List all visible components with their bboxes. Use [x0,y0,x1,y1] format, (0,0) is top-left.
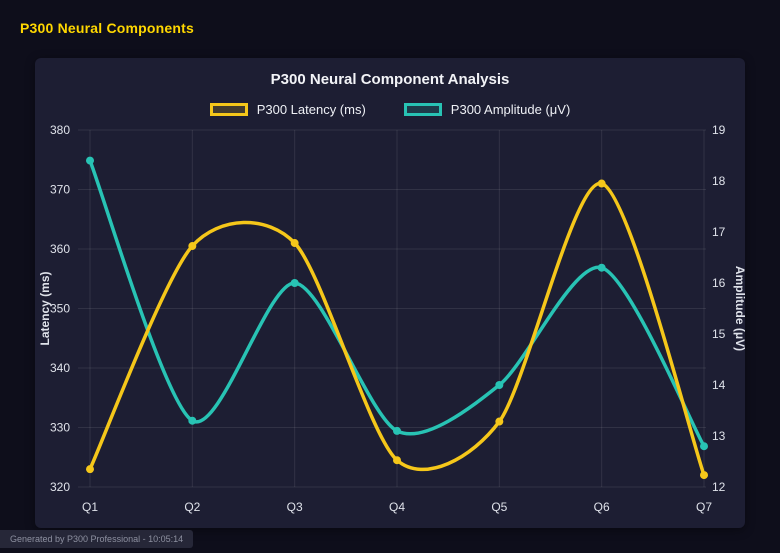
x-axis-label: Q7 [696,500,712,514]
chart-legend: P300 Latency (ms) P300 Amplitude (μV) [35,102,745,117]
chart-card: P300 Neural Component Analysis P300 Late… [35,58,745,528]
left-axis-tick: 320 [50,480,70,494]
x-axis-label: Q5 [491,500,507,514]
x-axis-label: Q1 [82,500,98,514]
left-axis-title: Latency (ms) [38,271,52,345]
data-point[interactable] [188,242,197,251]
right-axis-tick: 15 [712,327,726,341]
legend-item-amplitude[interactable]: P300 Amplitude (μV) [403,102,571,117]
status-footer: Generated by P300 Professional - 10:05:1… [0,530,194,548]
chart-canvas: 380 370 360 350 340 330 320 19 18 17 16 15 14 13 12 Q1 Q… [38,124,745,514]
right-axis-tick: 17 [712,225,726,239]
chart-title: P300 Neural Component Analysis [270,71,510,88]
latency-swatch-icon [209,103,248,116]
left-axis-tick: 370 [50,183,70,197]
left-axis-tick: 380 [50,124,70,137]
left-axis-tick: 350 [50,302,70,316]
x-axis-label: Q3 [287,500,303,514]
legend-item-latency[interactable]: P300 Latency (ms) [209,102,366,117]
amplitude-swatch-icon [403,103,442,116]
right-axis-title: Amplitude (μV) [733,266,745,351]
legend-label-amplitude: P300 Amplitude (μV) [450,102,571,117]
data-point[interactable] [700,471,708,480]
x-axis-label: Q6 [594,500,610,514]
data-point[interactable] [597,263,606,272]
data-point[interactable] [700,442,708,451]
left-axis-tick: 330 [50,421,70,435]
right-axis-tick: 14 [712,378,726,392]
data-point[interactable] [290,279,299,287]
data-point[interactable] [495,381,504,389]
legend-label-latency: P300 Latency (ms) [256,102,366,117]
data-point[interactable] [290,239,299,248]
data-point[interactable] [393,456,401,465]
right-axis-tick: 16 [712,276,726,290]
left-axis-tick: 360 [50,242,70,256]
x-axis-label: Q2 [184,500,200,514]
window-title: P300 Neural Components [20,20,194,36]
data-point[interactable] [393,426,401,435]
data-point[interactable] [86,465,94,474]
right-axis-tick: 18 [712,174,726,188]
right-axis-tick: 19 [712,124,726,137]
data-point[interactable] [86,156,94,165]
left-axis-tick: 340 [50,361,70,375]
right-axis-tick: 13 [712,429,726,443]
right-axis-tick: 12 [712,480,726,494]
x-axis-label: Q4 [389,500,405,514]
data-point[interactable] [597,179,606,188]
data-point[interactable] [495,417,504,426]
data-point[interactable] [188,416,197,425]
